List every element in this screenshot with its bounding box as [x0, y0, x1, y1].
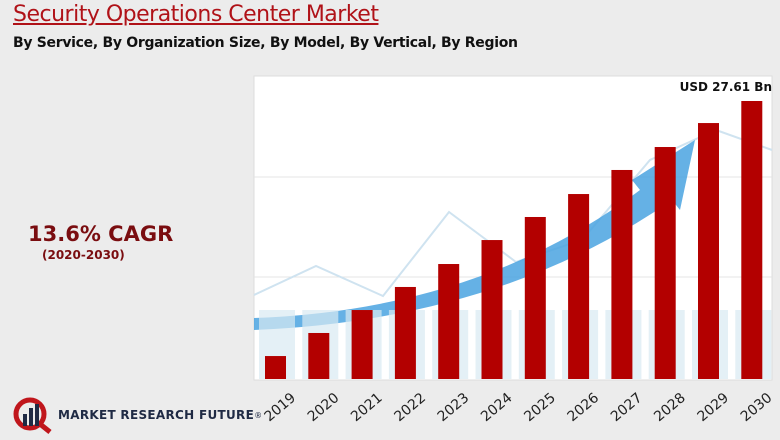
x-tick-label: 2020	[305, 390, 343, 425]
bar-2019	[265, 356, 286, 379]
x-tick-label: 2028	[651, 390, 689, 425]
x-tick-label: 2021	[348, 390, 386, 425]
x-tick-label: 2022	[391, 390, 429, 425]
bar-2026	[568, 194, 590, 379]
bar-2030	[741, 101, 763, 379]
x-tick-label: 2024	[478, 390, 516, 425]
x-tick-label: 2019	[261, 390, 299, 425]
bar-2022	[394, 286, 416, 379]
magnifier-logo-icon	[13, 397, 52, 434]
bar-2024	[481, 240, 503, 379]
bar-2029	[698, 123, 719, 379]
brand-name: MARKET RESEARCH FUTURE	[58, 408, 255, 422]
registered-mark: ®	[254, 410, 263, 420]
cagr-value: 13.6% CAGR	[28, 222, 174, 246]
x-tick-label: 2029	[694, 390, 732, 425]
bar-2023	[438, 264, 460, 379]
brand-logo: MARKET RESEARCH FUTURE ®	[12, 396, 262, 434]
cagr-period: (2020-2030)	[42, 248, 125, 262]
data-label-2030: USD 27.61 Bn	[680, 80, 772, 94]
bar-2028	[654, 147, 676, 379]
x-tick-label: 2025	[521, 390, 559, 425]
plot-area	[253, 75, 773, 381]
chart-title: Security Operations Center Market	[13, 2, 379, 27]
bar-2025	[524, 216, 546, 379]
chart-subtitle: By Service, By Organization Size, By Mod…	[13, 35, 518, 51]
x-tick-label: 2030	[738, 390, 776, 425]
bar-2021	[351, 310, 373, 379]
x-tick-label: 2026	[565, 390, 603, 425]
growth-arrow-icon	[254, 140, 695, 330]
bar-2020	[308, 332, 330, 379]
x-tick-label: 2023	[435, 390, 473, 425]
bar-2027	[611, 169, 633, 379]
x-tick-label: 2027	[608, 390, 646, 425]
